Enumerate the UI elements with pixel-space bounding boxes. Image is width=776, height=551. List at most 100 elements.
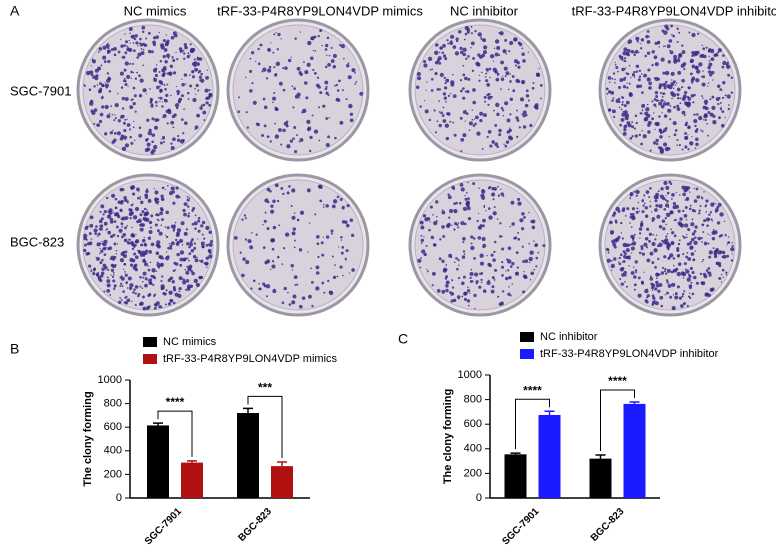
colony: [147, 305, 151, 309]
colony: [688, 31, 691, 34]
colony: [516, 135, 519, 138]
colony: [191, 70, 195, 74]
colony: [244, 217, 247, 220]
colony: [663, 86, 667, 90]
colony: [509, 225, 512, 228]
colony: [671, 33, 673, 36]
colony: [124, 301, 128, 305]
colony: [643, 116, 649, 122]
colony: [718, 264, 722, 268]
colony: [618, 262, 622, 266]
colony: [507, 292, 511, 296]
colony: [426, 268, 428, 271]
colony: [470, 32, 474, 35]
colony: [197, 219, 201, 223]
colony: [167, 302, 172, 306]
colony: [643, 271, 645, 273]
colony: [522, 114, 526, 118]
colony: [296, 283, 299, 286]
colony: [624, 68, 626, 70]
colony: [262, 67, 267, 72]
colony: [665, 194, 667, 196]
colony: [251, 232, 253, 234]
colony: [663, 45, 665, 48]
colony: [677, 254, 680, 257]
colony: [122, 135, 128, 140]
plates: [76, 18, 742, 317]
colony: [620, 282, 624, 286]
colony: [163, 72, 166, 75]
colony: [425, 89, 427, 91]
colony: [106, 228, 109, 231]
colony: [633, 127, 637, 130]
colony: [639, 237, 641, 239]
colony: [480, 38, 483, 41]
colony: [485, 210, 487, 212]
colony: [162, 54, 166, 59]
colony: [136, 249, 139, 252]
error-bar: [187, 460, 197, 463]
colony: [205, 256, 210, 260]
colony: [647, 68, 651, 72]
colony: [660, 99, 664, 103]
colony: [132, 192, 136, 196]
colony: [106, 78, 111, 83]
colony: [682, 292, 685, 296]
colony: [147, 236, 152, 240]
colony: [705, 46, 708, 49]
colony: [302, 108, 307, 113]
colony: [172, 269, 176, 272]
colony: [329, 290, 334, 296]
colony: [510, 200, 515, 205]
colony: [702, 97, 704, 99]
colony: [509, 73, 512, 75]
colony: [694, 65, 699, 70]
colony: [608, 108, 611, 112]
colony: [124, 82, 128, 87]
colony: [613, 115, 616, 118]
colony: [662, 266, 665, 270]
colony: [156, 85, 160, 90]
colony: [651, 50, 655, 54]
colony: [721, 268, 725, 272]
colony: [645, 190, 650, 194]
colony: [492, 211, 497, 216]
colony: [445, 288, 449, 293]
colony: [173, 113, 177, 117]
colony: [467, 286, 469, 289]
colony: [725, 271, 728, 274]
colony: [482, 218, 486, 223]
colony: [689, 204, 692, 207]
colony: [718, 277, 722, 281]
colony: [686, 277, 691, 282]
colony: [619, 78, 624, 82]
colony: [482, 245, 485, 249]
colony: [266, 259, 271, 264]
colony: [630, 76, 632, 79]
colony: [693, 275, 697, 280]
colony: [630, 271, 635, 275]
colony: [182, 49, 185, 52]
colony: [703, 219, 707, 223]
colony: [166, 235, 169, 239]
colony: [198, 75, 203, 79]
colony: [700, 53, 705, 58]
colony: [178, 286, 182, 291]
colony: [695, 142, 699, 147]
colony: [103, 290, 106, 293]
colony: [249, 89, 253, 93]
colony: [176, 134, 180, 138]
colony: [333, 84, 336, 87]
colony: [462, 133, 467, 138]
colony: [332, 199, 338, 204]
colony: [701, 82, 706, 87]
colony: [123, 44, 127, 47]
colony: [630, 49, 635, 54]
colony: [97, 66, 101, 71]
colony: [441, 51, 445, 54]
colony: [709, 287, 714, 292]
colony: [151, 148, 154, 151]
colony: [139, 285, 142, 288]
colony: [625, 255, 630, 260]
colony: [186, 91, 190, 95]
